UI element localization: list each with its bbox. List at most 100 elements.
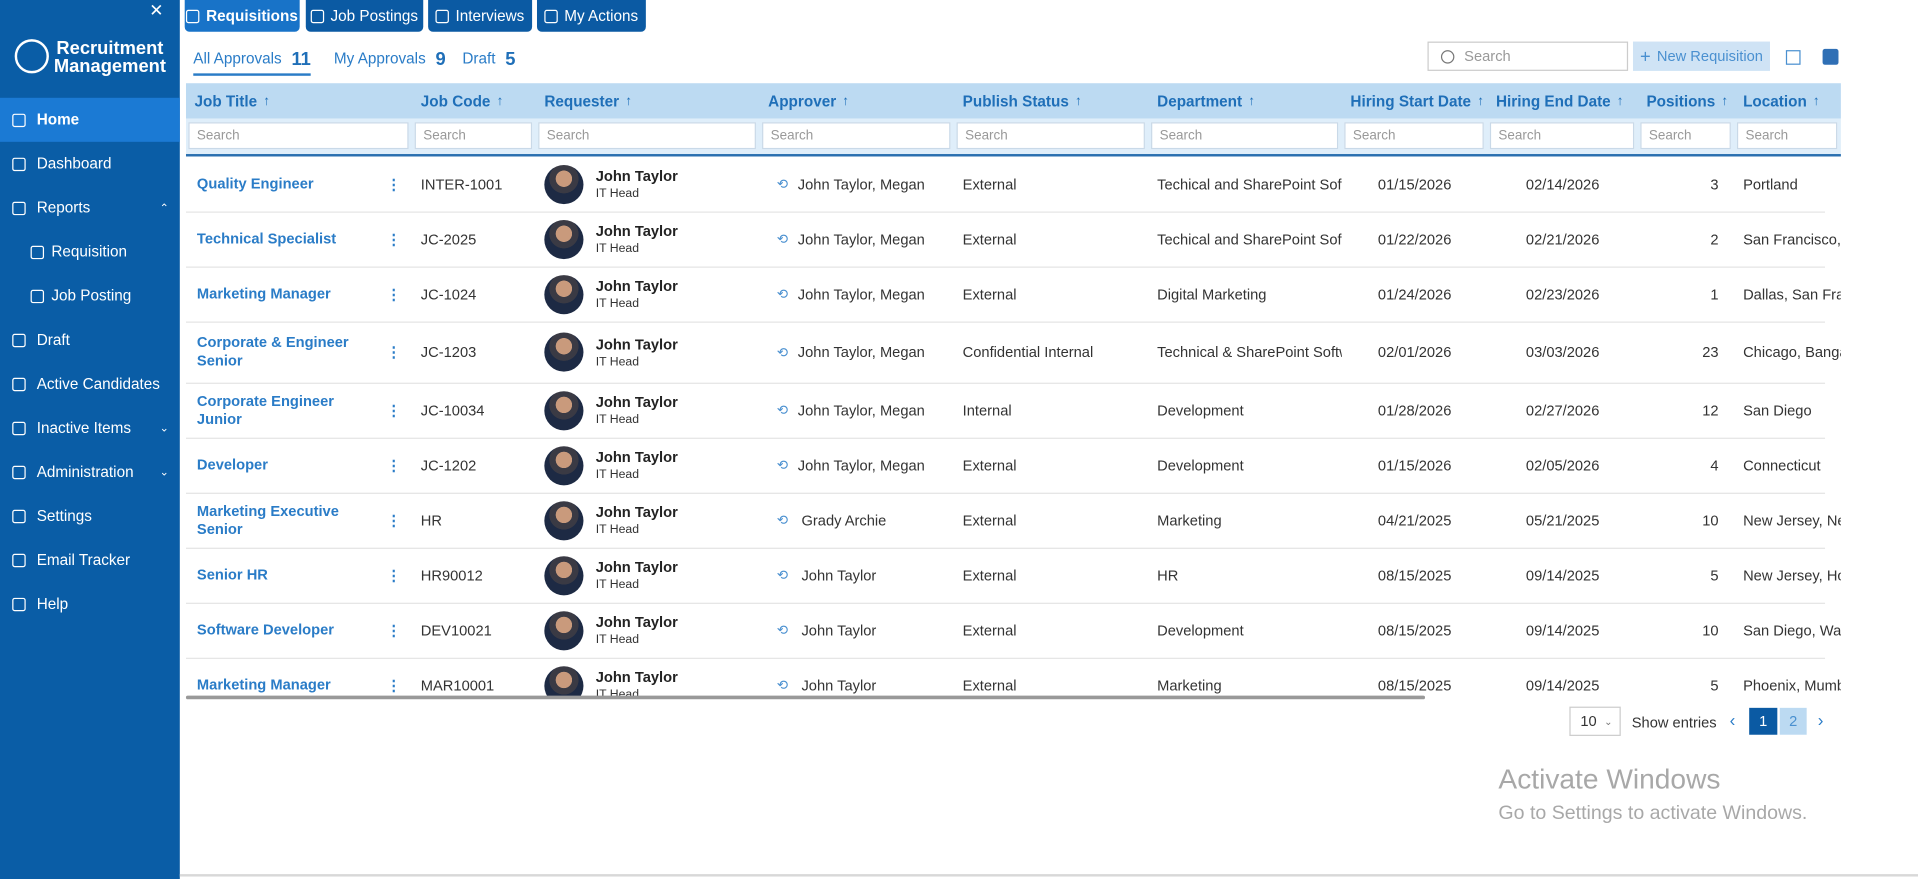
next-page[interactable]: › — [1817, 710, 1824, 730]
column-header[interactable]: Requester ↑ — [536, 83, 760, 118]
nav-item[interactable]: Requisition — [0, 230, 180, 274]
sub-tab[interactable]: All Approvals 11 — [193, 46, 311, 76]
column-filter[interactable]: Search — [1151, 122, 1339, 150]
positions: 3 — [1710, 175, 1719, 193]
nav-item[interactable]: Active Candidates — [0, 362, 180, 406]
search-box[interactable]: Search — [1427, 41, 1629, 71]
requester-name: John Taylor — [595, 448, 678, 466]
positions: 5 — [1710, 676, 1719, 694]
nav-label: Reports — [36, 199, 91, 217]
row-menu[interactable]: ⋮ — [386, 511, 402, 529]
column-filter[interactable]: Search — [538, 122, 756, 150]
tab[interactable]: My Actions — [536, 0, 646, 32]
column-header[interactable]: Positions ↑ — [1638, 83, 1735, 118]
sort-icon: ↑ — [1721, 93, 1729, 109]
requester-name: John Taylor — [595, 393, 678, 411]
start-date-cell: 01/24/2026 — [1342, 267, 1488, 322]
location: Phoenix, Mumb — [1743, 676, 1841, 694]
tab[interactable]: Job Postings — [305, 0, 424, 32]
tab[interactable]: Interviews — [428, 0, 533, 32]
job-title[interactable]: Marketing Manager — [196, 676, 331, 694]
prev-page[interactable]: ‹ — [1729, 710, 1736, 730]
column-header[interactable]: Publish Status ↑ — [954, 83, 1148, 118]
publish-status: External — [962, 621, 1017, 639]
sub-tab[interactable]: My Approvals 9 — [334, 46, 446, 70]
nav-label: Help — [36, 595, 69, 613]
nav-item[interactable]: Settings — [0, 494, 180, 538]
column-header[interactable]: Department ↑ — [1149, 83, 1342, 118]
row-menu[interactable]: ⋮ — [386, 285, 402, 303]
row-menu[interactable]: ⋮ — [386, 401, 402, 419]
nav-item[interactable]: Job Posting — [0, 274, 180, 318]
column-filter[interactable]: Search — [414, 122, 533, 150]
job-title-cell: Marketing Manager — [186, 658, 412, 697]
row-menu[interactable]: ⋮ — [386, 230, 402, 248]
job-title[interactable]: Senior HR — [196, 566, 268, 584]
positions-cell: 5 — [1638, 548, 1735, 603]
job-code: DEV10021 — [420, 621, 492, 639]
column-filter[interactable]: Search — [1344, 122, 1484, 150]
job-title[interactable]: Quality Engineer — [196, 174, 314, 192]
column-filter[interactable]: Search — [188, 122, 409, 150]
job-title[interactable]: Software Developer — [196, 621, 334, 639]
job-title[interactable]: Corporate Engineer Junior — [196, 391, 334, 428]
column-header[interactable]: Job Title ↑ — [186, 83, 412, 118]
row-menu[interactable]: ⋮ — [386, 175, 402, 193]
job-title[interactable]: Marketing Executive Senior — [196, 501, 339, 538]
column-header[interactable]: Hiring End Date ↑ — [1487, 83, 1637, 118]
nav-item[interactable]: Reports ⌃ — [0, 186, 180, 230]
column-filter[interactable]: Search — [956, 122, 1145, 150]
close-button[interactable]: ✕ — [149, 0, 164, 20]
row-menu[interactable]: ⋮ — [386, 621, 402, 639]
nav-item[interactable]: Email Tracker — [0, 538, 180, 582]
positions: 4 — [1710, 456, 1719, 474]
approver: John Taylor, Megan — [797, 456, 925, 474]
nav-item[interactable]: Home — [0, 97, 180, 142]
excel-icon[interactable] — [1822, 48, 1839, 65]
column-header[interactable]: Location ↑ — [1735, 83, 1841, 118]
job-title[interactable]: Corporate & Engineer Senior — [196, 333, 349, 370]
job-title[interactable]: Technical Specialist — [196, 229, 337, 247]
header-label: Hiring Start Date — [1350, 92, 1472, 110]
column-filter[interactable]: Search — [762, 122, 951, 150]
job-title[interactable]: Developer — [196, 456, 268, 474]
new-requisition-button[interactable]: + New Requisition — [1632, 41, 1770, 71]
sort-icon: ↑ — [263, 93, 270, 109]
scrollbar[interactable] — [185, 695, 1426, 700]
row-menu[interactable]: ⋮ — [386, 676, 402, 694]
department-cell: Techical and SharePoint Softw — [1149, 211, 1342, 266]
hiring-start-date: 01/28/2026 — [1377, 401, 1452, 419]
row-menu[interactable]: ⋮ — [386, 343, 402, 361]
department: Digital Marketing — [1157, 285, 1267, 303]
column-header[interactable]: Job Code ↑ — [412, 83, 536, 118]
nav-icon — [12, 157, 26, 171]
page-size-select[interactable]: 10 ⌄ — [1569, 706, 1621, 736]
hiring-start-date: 01/22/2026 — [1377, 230, 1452, 248]
job-title-cell: Technical Specialist — [186, 211, 412, 266]
sub-tab[interactable]: Draft 5 — [462, 46, 515, 70]
requester-role: IT Head — [595, 355, 639, 369]
nav-item[interactable]: Inactive Items ⌄ — [0, 406, 180, 450]
page-button[interactable]: 2 — [1779, 707, 1807, 735]
nav-item[interactable]: Help — [0, 582, 180, 626]
page-button[interactable]: 1 — [1749, 707, 1778, 735]
requester-role: IT Head — [595, 297, 639, 311]
job-title[interactable]: Marketing Manager — [196, 284, 331, 302]
nav-item[interactable]: Dashboard — [0, 142, 180, 186]
row-menu[interactable]: ⋮ — [386, 566, 402, 584]
column-filter[interactable]: Search — [1489, 122, 1635, 150]
row-menu[interactable]: ⋮ — [386, 456, 402, 474]
approver-icon: ⟲ — [776, 458, 789, 474]
column-header[interactable]: Approver ↑ — [760, 83, 954, 118]
column-filter[interactable]: Search — [1736, 122, 1838, 150]
requester-role: IT Head — [595, 187, 639, 201]
columns-icon[interactable] — [1785, 50, 1801, 65]
tab[interactable]: Requisitions — [184, 0, 300, 32]
nav-item[interactable]: Draft — [0, 318, 180, 362]
job-code: HR90012 — [420, 566, 483, 584]
column-filter[interactable]: Search — [1640, 122, 1731, 150]
column-header[interactable]: Hiring Start Date ↑ — [1342, 83, 1488, 118]
table-row: Corporate & Engineer Senior ⋮ JC-1203 John … — [185, 322, 1841, 384]
show-entries: Show entries — [1631, 713, 1717, 732]
nav-item[interactable]: Administration ⌄ — [0, 450, 180, 494]
